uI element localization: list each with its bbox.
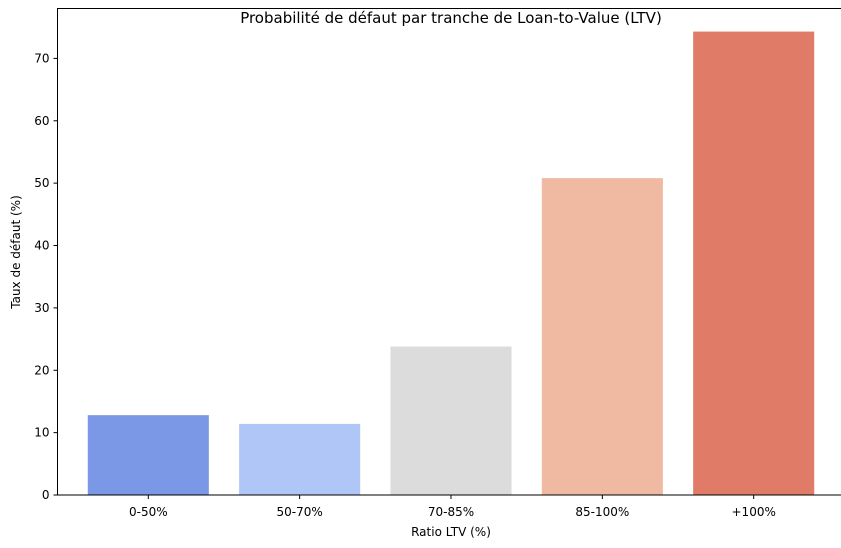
y-axis-ticks: 0 10 20 30 40 50 60 70 [34,51,58,502]
y-tick-label: 0 [42,488,50,502]
bar-2 [390,346,512,495]
y-tick-label: 30 [34,301,49,315]
y-tick-label: 40 [34,239,49,253]
bar-0 [87,415,209,495]
y-tick-label: 20 [34,363,49,377]
plot-frame [57,8,841,496]
x-tick-label: 0-50% [129,505,168,519]
chart-title: Probabilité de défaut par tranche de Loa… [240,9,662,27]
x-tick-label: 70-85% [428,505,474,519]
x-tick-label: 85-100% [575,505,629,519]
y-tick-label: 50 [34,176,49,190]
x-tick-label: +100% [732,505,776,519]
y-tick-label: 70 [34,51,49,65]
bars-group [87,31,815,495]
y-axis-label: Taux de défaut (%) [9,195,23,310]
bar-4 [693,31,815,495]
x-tick-label: 50-70% [277,505,323,519]
x-axis-label: Ratio LTV (%) [411,525,491,539]
y-tick-label: 60 [34,114,49,128]
x-axis-ticks: 0-50% 50-70% 70-85% 85-100% +100% [129,495,776,519]
bar-3 [541,178,663,495]
bar-1 [239,423,361,495]
y-tick-label: 10 [34,426,49,440]
